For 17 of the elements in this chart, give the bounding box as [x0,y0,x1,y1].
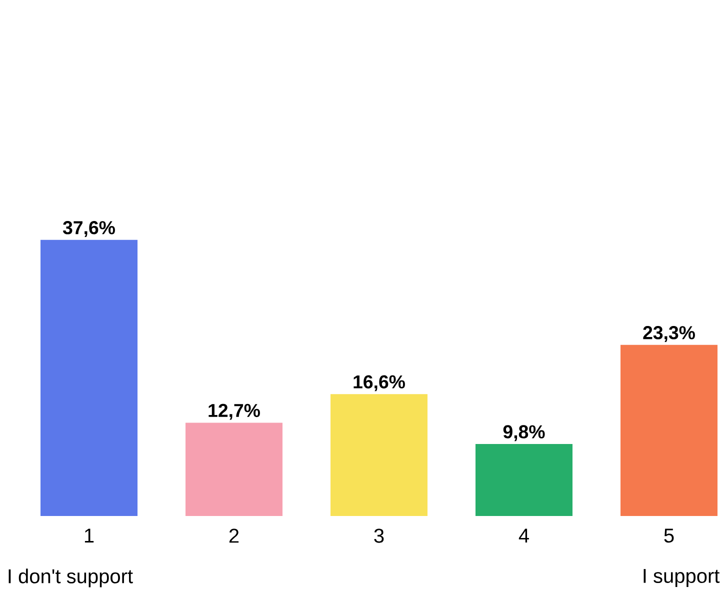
data-label: 16,6% [354,375,405,392]
x-tick-label: 4 [518,528,529,542]
bar [476,444,572,516]
text: I don't support [8,568,133,588]
data-label: 12,7% [208,404,260,420]
x-tick-label: 5 [664,528,674,543]
x-tick-label: 3 [374,528,384,543]
bar [40,240,138,516]
x-tick-label: 1 [84,528,94,542]
bar [186,422,283,516]
data-label: 23,3% [643,326,695,342]
text: I support [644,569,720,587]
data-label: 9,8% [503,425,545,442]
x-tick-label: 2 [229,528,239,543]
bar [330,394,428,516]
data-label: 37,6% [62,221,115,237]
bar [620,344,718,516]
